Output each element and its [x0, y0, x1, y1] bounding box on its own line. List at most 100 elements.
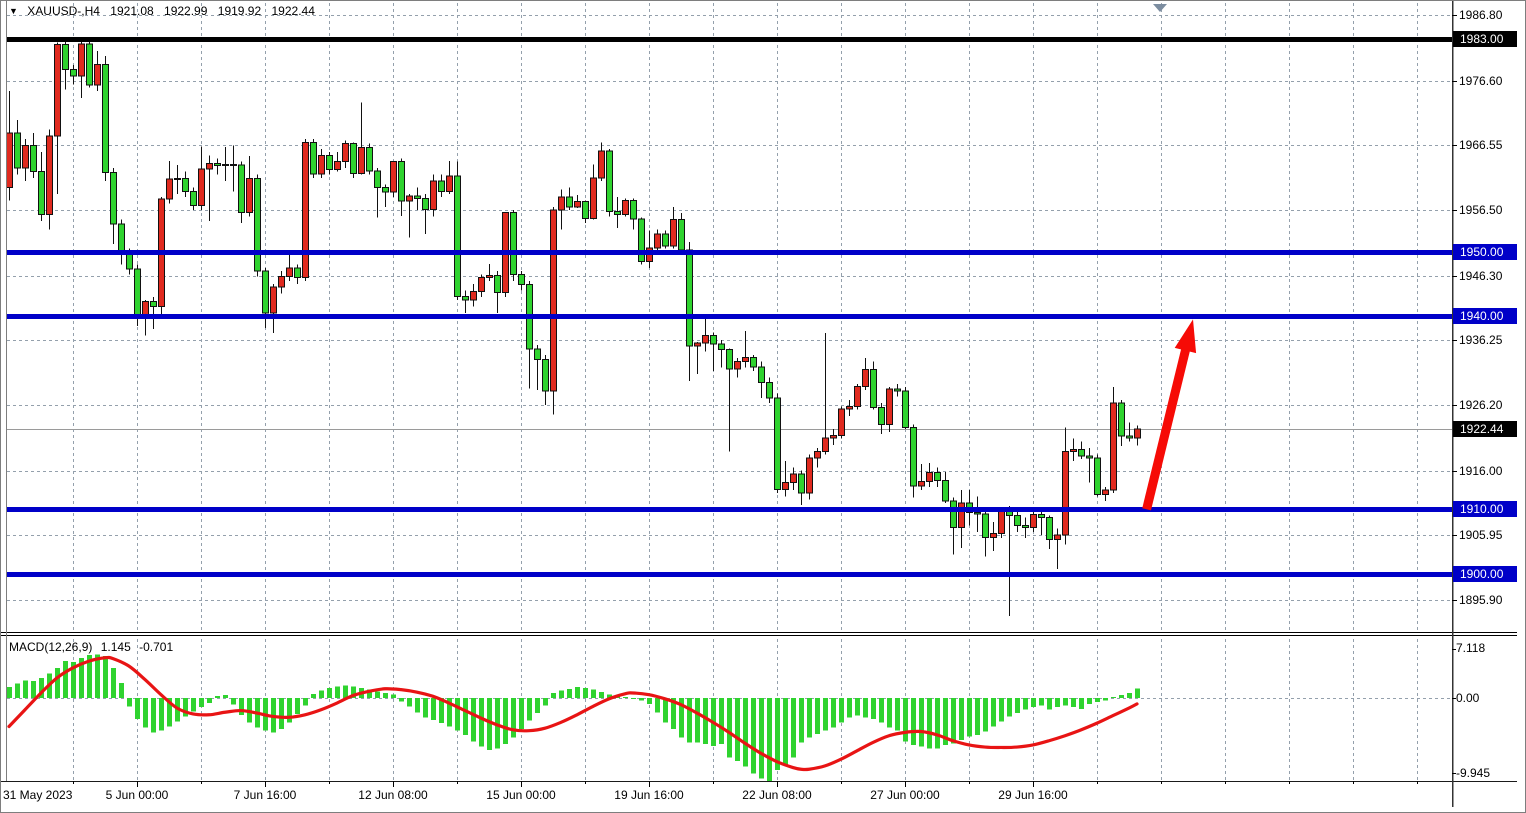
- macd-axis-zero: 0.00: [1456, 691, 1480, 705]
- bull-candle: [46, 135, 53, 216]
- macd-histogram-bar: [407, 698, 412, 707]
- macd-histogram-bar: [639, 698, 644, 701]
- macd-histogram-bar: [15, 683, 20, 698]
- bull-candle: [142, 300, 149, 315]
- macd-histogram-bar: [103, 656, 108, 698]
- bear-candle: [1022, 524, 1029, 528]
- macd-name: MACD(12,26,9): [9, 640, 93, 654]
- macd-histogram-bar: [191, 698, 196, 712]
- price-badge: 1922.44: [1453, 421, 1517, 438]
- macd-histogram-bar: [727, 698, 732, 758]
- bull-candle: [334, 161, 341, 170]
- macd-histogram-bar: [775, 698, 780, 771]
- macd-histogram-bar: [927, 698, 932, 749]
- bear-candle: [614, 210, 621, 216]
- macd-histogram-bar: [1023, 698, 1028, 710]
- bull-candle: [470, 291, 477, 301]
- macd-histogram-bar: [967, 698, 972, 737]
- bull-candle: [958, 502, 965, 528]
- macd-histogram-bar: [367, 689, 372, 698]
- macd-histogram-bar: [823, 698, 828, 731]
- price-axis-label: 1946.30: [1459, 268, 1503, 283]
- macd-indicator-label: MACD(12,26,9) 1.145 -0.701: [9, 640, 178, 654]
- bear-candle: [214, 163, 221, 167]
- bull-candle: [990, 533, 997, 539]
- price-badge: 1950.00: [1453, 243, 1517, 260]
- price-badge: 1983.00: [1453, 31, 1517, 48]
- bear-candle: [758, 366, 765, 383]
- macd-histogram-bar: [55, 667, 60, 698]
- bear-candle: [134, 268, 141, 315]
- trend-arrow-line: [1142, 343, 1192, 511]
- macd-histogram-bar: [1007, 698, 1012, 717]
- macd-histogram-bar: [215, 695, 220, 698]
- macd-histogram-bar: [607, 694, 612, 698]
- macd-histogram-bar: [391, 694, 396, 698]
- macd-histogram-bar: [527, 698, 532, 721]
- price-axis-label: 1926.20: [1459, 398, 1503, 413]
- bull-candle: [862, 369, 869, 387]
- macd-histogram-bar: [783, 698, 788, 766]
- macd-histogram-bar: [567, 688, 572, 698]
- macd-histogram-bar: [855, 698, 860, 716]
- bear-candle: [254, 177, 261, 272]
- macd-histogram-bar: [687, 698, 692, 743]
- bear-candle: [894, 388, 901, 392]
- bull-candle: [782, 481, 789, 490]
- time-axis-label: 27 Jun 00:00: [870, 788, 940, 802]
- macd-histogram-bar: [919, 698, 924, 747]
- bull-candle: [1030, 513, 1037, 528]
- macd-histogram-bar: [887, 698, 892, 728]
- time-axis-label: 19 Jun 16:00: [614, 788, 684, 802]
- macd-histogram-bar: [159, 698, 164, 731]
- time-axis-label: 31 May 2023: [3, 788, 73, 802]
- bull-candle: [278, 275, 285, 288]
- time-axis-label: 7 Jun 16:00: [233, 788, 297, 802]
- bull-candle: [1110, 402, 1117, 491]
- macd-histogram-bar: [815, 698, 820, 735]
- time-axis-label: 5 Jun 00:00: [105, 788, 169, 802]
- macd-histogram-bar: [911, 698, 916, 745]
- bull-candle: [6, 132, 13, 188]
- macd-histogram-bar: [1103, 698, 1108, 701]
- macd-histogram-bar: [831, 698, 836, 728]
- price-axis-label: 1976.60: [1459, 73, 1503, 88]
- bull-candle: [390, 161, 397, 193]
- bear-candle: [382, 186, 389, 193]
- bear-candle: [766, 381, 773, 399]
- bear-candle: [662, 233, 669, 247]
- macd-histogram-bar: [287, 698, 292, 723]
- macd-signal-value: -0.701: [139, 640, 174, 654]
- bear-candle: [870, 369, 877, 409]
- bull-candle: [550, 209, 557, 392]
- bear-candle: [294, 267, 301, 279]
- macd-histogram-bar: [303, 698, 308, 706]
- macd-histogram-bar: [591, 689, 596, 698]
- bull-candle: [222, 163, 229, 167]
- macd-histogram-bar: [1015, 698, 1020, 714]
- bull-candle: [822, 437, 829, 452]
- bear-candle: [950, 500, 957, 528]
- bull-candle: [814, 450, 821, 459]
- macd-axis-max: 7.118: [1456, 641, 1486, 655]
- macd-histogram-bar: [599, 692, 604, 698]
- down-triangle-icon[interactable]: ▼: [9, 6, 18, 16]
- macd-histogram-bar: [207, 698, 212, 704]
- macd-histogram-bar: [423, 698, 428, 718]
- bear-candle: [542, 358, 549, 392]
- macd-histogram-bar: [327, 687, 332, 698]
- bull-candle: [702, 335, 709, 344]
- bear-candle: [230, 163, 237, 166]
- chart-shift-marker-icon[interactable]: [1153, 4, 1167, 12]
- bull-candle: [166, 178, 173, 200]
- macd-histogram-bar: [311, 693, 316, 698]
- price-axis-label: 1986.80: [1459, 8, 1503, 22]
- macd-histogram-bar: [351, 686, 356, 698]
- bull-candle: [926, 472, 933, 483]
- bear-candle: [566, 196, 573, 208]
- bear-candle: [974, 512, 981, 515]
- bear-candle: [350, 143, 357, 174]
- macd-histogram-bar: [863, 698, 868, 718]
- bull-candle: [806, 457, 813, 494]
